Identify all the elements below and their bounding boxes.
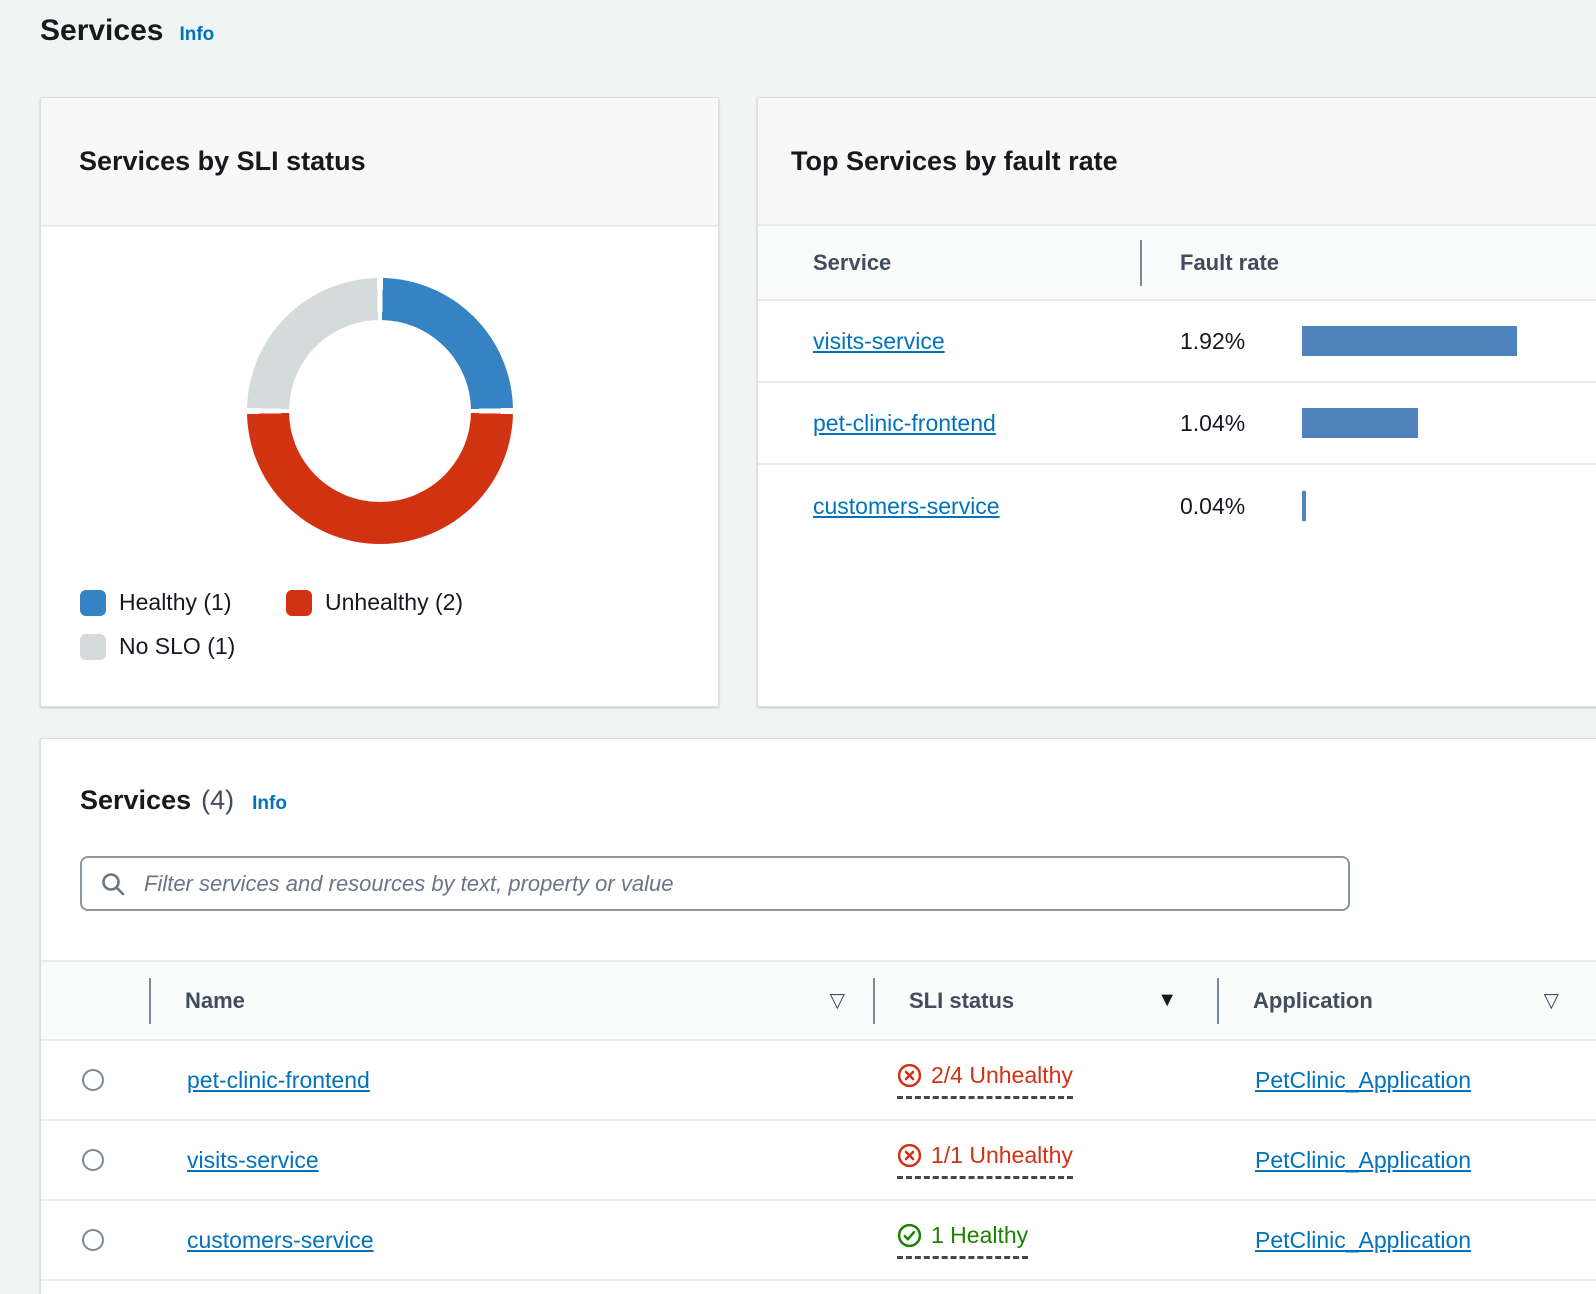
- fault-rate-bar: [1302, 408, 1418, 438]
- legend-label: Healthy (1): [119, 589, 231, 616]
- row-radio-button[interactable]: [82, 1069, 104, 1091]
- page-title: Services: [40, 14, 163, 48]
- fault-table-row: pet-clinic-frontend 1.04%: [758, 383, 1596, 465]
- sli-card-title: Services by SLI status: [79, 146, 366, 177]
- column-header-application: Application ▽: [1217, 962, 1596, 1039]
- fault-rate-value: 1.92%: [1140, 328, 1295, 355]
- row-radio-button[interactable]: [82, 1229, 104, 1251]
- sort-descending-icon[interactable]: ▽: [830, 988, 845, 1013]
- fault-rate-bar: [1302, 491, 1306, 521]
- success-circle-icon: [897, 1223, 922, 1248]
- fault-card-title: Top Services by fault rate: [791, 146, 1118, 177]
- sli-status-text: 1/1 Unhealthy: [931, 1142, 1073, 1169]
- search-icon: [99, 870, 127, 903]
- fault-table-header: Service Fault rate: [758, 226, 1596, 301]
- service-link[interactable]: pet-clinic-frontend: [813, 410, 996, 436]
- sli-status-badge[interactable]: 1 Healthy: [897, 1222, 1028, 1259]
- sli-status-text: 1 Healthy: [931, 1222, 1028, 1249]
- service-name-link[interactable]: visits-service: [187, 1147, 319, 1173]
- sli-status-text: 2/4 Unhealthy: [931, 1062, 1073, 1089]
- fault-table-row: visits-service 1.92%: [758, 301, 1596, 383]
- sli-legend: Healthy (1) Unhealthy (2) No SLO (1): [80, 589, 718, 660]
- unhealthy-swatch: [286, 590, 312, 616]
- legend-label: No SLO (1): [119, 633, 235, 660]
- row-radio-button[interactable]: [82, 1149, 104, 1171]
- services-info-link[interactable]: Info: [252, 793, 287, 815]
- column-divider: [873, 978, 875, 1024]
- services-list-header: Services (4) Info: [41, 739, 1596, 816]
- fault-rate-value: 0.04%: [1140, 493, 1295, 520]
- sort-active-descending-icon[interactable]: ▼: [1157, 989, 1177, 1012]
- healthy-swatch: [80, 590, 106, 616]
- legend-item-unhealthy: Unhealthy (2): [286, 589, 463, 616]
- application-link[interactable]: PetClinic_Application: [1255, 1147, 1471, 1173]
- service-name-link[interactable]: customers-service: [187, 1227, 374, 1253]
- error-circle-icon: [897, 1143, 922, 1168]
- sli-status-badge[interactable]: 1/1 Unhealthy: [897, 1142, 1073, 1179]
- no-slo-swatch: [80, 634, 106, 660]
- services-table: Name ▽ SLI status ▼ Application ▽ pet-cl…: [41, 960, 1596, 1281]
- application-link[interactable]: PetClinic_Application: [1255, 1227, 1471, 1253]
- service-link[interactable]: customers-service: [813, 493, 1000, 519]
- column-divider: [1217, 978, 1219, 1024]
- page-info-link[interactable]: Info: [179, 24, 214, 46]
- sli-status-badge[interactable]: 2/4 Unhealthy: [897, 1062, 1073, 1099]
- services-count: (4): [201, 785, 234, 816]
- fault-table-row: customers-service 0.04%: [758, 465, 1596, 547]
- column-header-name: Name ▽: [149, 962, 873, 1039]
- column-header-fault-rate: Fault rate: [1140, 226, 1295, 299]
- table-row: customers-service 1 Healthy: [41, 1201, 1596, 1281]
- error-circle-icon: [897, 1063, 922, 1088]
- legend-item-healthy: Healthy (1): [80, 589, 286, 616]
- filter-services-input[interactable]: [80, 856, 1350, 911]
- column-divider: [1140, 240, 1142, 286]
- legend-label: Unhealthy (2): [325, 589, 463, 616]
- application-link[interactable]: PetClinic_Application: [1255, 1067, 1471, 1093]
- application-signals-services-page: Services Info Services by SLI status Hea…: [0, 0, 1596, 1294]
- fault-rate-value: 1.04%: [1140, 410, 1295, 437]
- page-header: Services Info: [40, 14, 1596, 62]
- column-header-service: Service: [758, 226, 1140, 299]
- services-list-card: Services (4) Info Name ▽: [40, 738, 1596, 1294]
- filter-wrap: [80, 856, 1350, 911]
- fault-card-header: Top Services by fault rate: [758, 98, 1596, 226]
- summary-cards-row: Services by SLI status Healthy (1): [40, 97, 1596, 707]
- sli-card-header: Services by SLI status: [41, 98, 718, 227]
- legend-item-no-slo: No SLO (1): [80, 633, 286, 660]
- column-header-select: [41, 962, 149, 1039]
- sort-descending-icon[interactable]: ▽: [1544, 988, 1559, 1013]
- services-by-sli-status-card: Services by SLI status Healthy (1): [40, 97, 719, 707]
- donut-hole: [289, 320, 471, 502]
- service-link[interactable]: visits-service: [813, 328, 945, 354]
- column-divider: [149, 978, 151, 1024]
- table-row: pet-clinic-frontend 2/4 Unhealthy: [41, 1041, 1596, 1121]
- top-services-by-fault-rate-card: Top Services by fault rate Service Fault…: [757, 97, 1596, 707]
- service-name-link[interactable]: pet-clinic-frontend: [187, 1067, 370, 1093]
- column-header-sli-status: SLI status ▼: [873, 962, 1217, 1039]
- services-table-header: Name ▽ SLI status ▼ Application ▽: [41, 960, 1596, 1041]
- sli-donut-wrap: [247, 278, 513, 544]
- sli-card-body: Healthy (1) Unhealthy (2) No SLO (1): [41, 227, 718, 677]
- table-row: visits-service 1/1 Unhealthy: [41, 1121, 1596, 1201]
- services-list-title: Services: [80, 785, 191, 816]
- fault-rate-bar: [1302, 326, 1517, 356]
